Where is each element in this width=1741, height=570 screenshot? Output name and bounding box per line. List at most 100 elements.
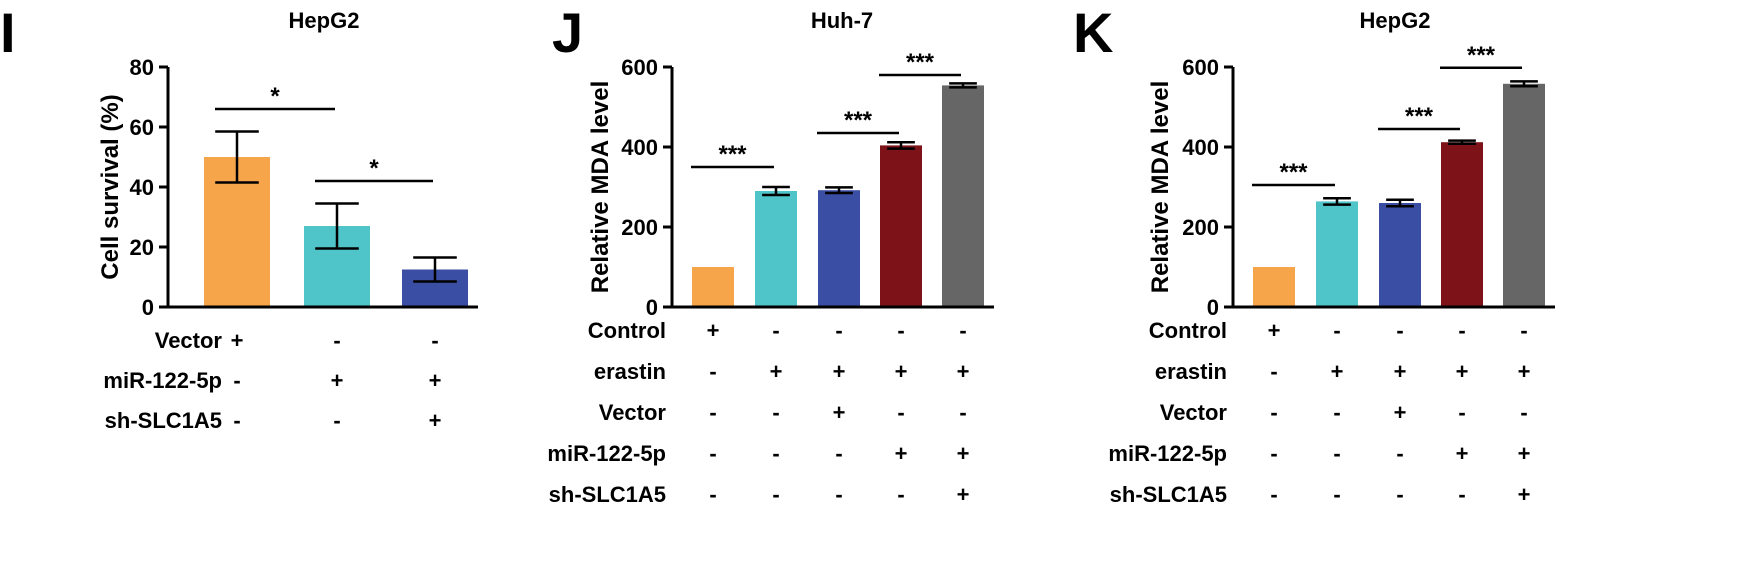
condition-value: -: [959, 318, 966, 343]
condition-value: -: [709, 482, 716, 507]
panel-label: I: [0, 1, 16, 64]
condition-value: -: [709, 359, 716, 384]
y-tick-label: 40: [130, 175, 154, 200]
error-bar-5: [949, 82, 977, 89]
condition-value: -: [1333, 482, 1340, 507]
error-bar-3: [1386, 198, 1414, 208]
bar-3: [818, 190, 860, 307]
condition-value: -: [431, 328, 438, 353]
condition-value: +: [331, 368, 344, 393]
condition-value: -: [1396, 318, 1403, 343]
condition-value: +: [957, 359, 970, 384]
chart-panel-j: J Huh-7 Relative MDA level 0 200 400 600 *** ***…: [547, 1, 994, 507]
condition-value: -: [1333, 318, 1340, 343]
condition-label: miR-122-5p: [103, 368, 222, 393]
y-tick-label: 200: [621, 215, 658, 240]
y-tick-label: 400: [1182, 135, 1219, 160]
condition-value: -: [835, 441, 842, 466]
y-tick-label: 200: [1182, 215, 1219, 240]
condition-label: Control: [1149, 318, 1227, 343]
chart-title: HepG2: [1360, 8, 1431, 33]
panel-label: J: [552, 1, 583, 64]
condition-value: -: [1458, 318, 1465, 343]
condition-value: +: [1456, 441, 1469, 466]
bar-5: [942, 85, 984, 308]
bar-1: [692, 267, 734, 307]
condition-value: +: [429, 408, 442, 433]
panel-label: K: [1073, 1, 1113, 64]
condition-label: miR-122-5p: [1108, 441, 1227, 466]
condition-value: +: [231, 328, 244, 353]
bar-5: [1503, 83, 1545, 307]
significance-label-1: ***: [718, 141, 747, 168]
condition-label: Control: [588, 318, 666, 343]
chart-title: HepG2: [289, 8, 360, 33]
condition-value: -: [233, 408, 240, 433]
condition-value: -: [233, 368, 240, 393]
bar-4: [880, 145, 922, 307]
y-tick-label: 20: [130, 235, 154, 260]
condition-value: -: [835, 482, 842, 507]
condition-value: -: [772, 441, 779, 466]
y-axis-label: Cell survival (%): [97, 94, 124, 279]
chart-panel-k: K HepG2 Relative MDA level 0 200 400 600 *** ***…: [1073, 1, 1555, 507]
significance-label-3: ***: [906, 49, 935, 76]
condition-value: +: [770, 359, 783, 384]
y-tick-label: 600: [621, 55, 658, 80]
condition-value: +: [707, 318, 720, 343]
condition-value: +: [833, 400, 846, 425]
bar-4: [1441, 142, 1483, 307]
condition-value: -: [1520, 318, 1527, 343]
error-bar-2: [762, 185, 790, 197]
condition-value: +: [957, 482, 970, 507]
error-bar-3: [413, 256, 457, 283]
error-bar-2: [1323, 196, 1351, 206]
condition-value: +: [1518, 441, 1531, 466]
condition-value: -: [333, 408, 340, 433]
bar-2: [1316, 201, 1358, 307]
condition-value: -: [709, 441, 716, 466]
y-tick-label: 600: [1182, 55, 1219, 80]
condition-label: erastin: [594, 359, 666, 384]
condition-label: Vector: [155, 328, 223, 353]
significance-label-2: ***: [1405, 103, 1434, 130]
condition-value: -: [772, 318, 779, 343]
error-bar-5: [1510, 80, 1538, 88]
significance-label-1: *: [270, 83, 280, 110]
condition-value: +: [429, 368, 442, 393]
condition-label: sh-SLC1A5: [105, 408, 222, 433]
y-tick-label: 80: [130, 55, 154, 80]
condition-value: +: [895, 359, 908, 384]
bar-1: [1253, 267, 1295, 307]
condition-label: miR-122-5p: [547, 441, 666, 466]
condition-value: +: [1331, 359, 1344, 384]
significance-label-1: ***: [1279, 159, 1308, 186]
condition-value: +: [1394, 359, 1407, 384]
significance-label-2: *: [369, 155, 379, 182]
condition-value: +: [833, 359, 846, 384]
y-axis-label: Relative MDA level: [587, 81, 614, 294]
condition-label: sh-SLC1A5: [549, 482, 666, 507]
condition-value: +: [895, 441, 908, 466]
condition-value: -: [897, 400, 904, 425]
condition-value: -: [709, 400, 716, 425]
condition-value: -: [333, 328, 340, 353]
condition-value: +: [1456, 359, 1469, 384]
condition-value: -: [772, 482, 779, 507]
condition-value: -: [1520, 400, 1527, 425]
condition-value: -: [1333, 441, 1340, 466]
condition-value: +: [1518, 482, 1531, 507]
condition-value: -: [1396, 441, 1403, 466]
condition-value: -: [1270, 441, 1277, 466]
condition-value: +: [1394, 400, 1407, 425]
condition-value: +: [1268, 318, 1281, 343]
condition-value: -: [897, 482, 904, 507]
bar-2: [755, 191, 797, 307]
condition-value: +: [957, 441, 970, 466]
y-tick-label: 60: [130, 115, 154, 140]
y-axis-label: Relative MDA level: [1147, 81, 1174, 294]
chart-title: Huh-7: [811, 8, 873, 33]
condition-value: -: [897, 318, 904, 343]
condition-value: -: [1270, 482, 1277, 507]
y-tick-label: 0: [646, 295, 658, 320]
